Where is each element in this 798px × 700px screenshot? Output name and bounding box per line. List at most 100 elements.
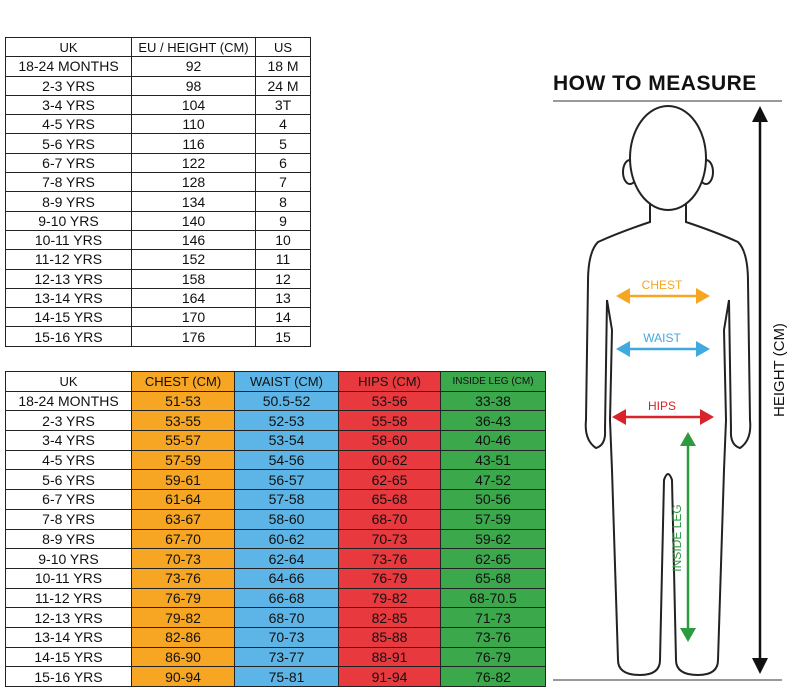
row: 2-3 YRS 53-55 52-53 55-58 36-43 bbox=[5, 410, 546, 432]
cell: 68-70.5 bbox=[440, 587, 546, 609]
row: 8-9 YRS 134 8 bbox=[5, 191, 311, 212]
cell: 64-66 bbox=[234, 567, 339, 589]
row: 6-7 YRS 61-64 57-58 65-68 50-56 bbox=[5, 489, 546, 510]
height-label: HEIGHT (CM) bbox=[771, 323, 788, 417]
cell: 43-51 bbox=[440, 449, 546, 471]
cell: 116 bbox=[131, 133, 256, 154]
waist-label: WAIST bbox=[643, 331, 681, 345]
cell: 79-82 bbox=[338, 587, 441, 609]
cell: 55-57 bbox=[131, 430, 235, 451]
cell: 63-67 bbox=[131, 508, 235, 530]
cell: 62-65 bbox=[440, 548, 546, 569]
cell: 4-5 YRS bbox=[5, 114, 132, 135]
row: 14-15 YRS 86-90 73-77 88-91 76-79 bbox=[5, 646, 546, 668]
cell: 14-15 YRS bbox=[5, 646, 132, 668]
header-row: UK EU / HEIGHT (CM) US bbox=[5, 36, 311, 58]
cell: 15-16 YRS bbox=[5, 326, 132, 347]
size-table: UK EU / HEIGHT (CM) US 18-24 MONTHS 92 18 M 2-… bbox=[5, 36, 311, 347]
cell: 90-94 bbox=[131, 666, 235, 687]
row: 6-7 YRS 122 6 bbox=[5, 152, 311, 174]
cell: 58-60 bbox=[234, 508, 339, 530]
hips-label: HIPS bbox=[648, 399, 676, 413]
cell: 15-16 YRS bbox=[5, 666, 132, 687]
cell: 57-59 bbox=[131, 449, 235, 471]
row: 8-9 YRS 67-70 60-62 70-73 59-62 bbox=[5, 528, 546, 550]
cell: 65-68 bbox=[338, 489, 441, 510]
row: 13-14 YRS 164 13 bbox=[5, 287, 311, 309]
cell: 70-73 bbox=[338, 528, 441, 550]
cell: 170 bbox=[131, 307, 256, 328]
cell: 14-15 YRS bbox=[5, 307, 132, 328]
silhouette bbox=[584, 105, 752, 677]
cell: 164 bbox=[131, 287, 256, 309]
cell: 57-58 bbox=[234, 489, 339, 510]
cell: 18-24 MONTHS bbox=[5, 390, 132, 412]
row: 15-16 YRS 176 15 bbox=[5, 326, 311, 347]
cell: 52-53 bbox=[234, 410, 339, 432]
row: 13-14 YRS 82-86 70-73 85-88 73-76 bbox=[5, 626, 546, 648]
cell: 50.5-52 bbox=[234, 390, 339, 412]
row: 11-12 YRS 152 11 bbox=[5, 249, 311, 270]
cell: 33-38 bbox=[440, 390, 546, 412]
row: 18-24 MONTHS 92 18 M bbox=[5, 56, 311, 77]
cell: 91-94 bbox=[338, 666, 441, 687]
cell: 54-56 bbox=[234, 449, 339, 471]
chest-label: CHEST bbox=[642, 278, 683, 292]
cell: 76-79 bbox=[131, 587, 235, 609]
cell: 51-53 bbox=[131, 390, 235, 412]
header-cell: CHEST (CM) bbox=[131, 371, 235, 392]
cell: 62-64 bbox=[234, 548, 339, 569]
cell: 13-14 YRS bbox=[5, 287, 132, 309]
row: 5-6 YRS 116 5 bbox=[5, 133, 311, 154]
cell: 60-62 bbox=[338, 449, 441, 471]
cell: 68-70 bbox=[234, 607, 339, 628]
cell: 15 bbox=[255, 326, 311, 347]
cell: 70-73 bbox=[131, 548, 235, 569]
cell: 61-64 bbox=[131, 489, 235, 510]
cell: 73-76 bbox=[440, 626, 546, 648]
cell: 92 bbox=[131, 56, 256, 77]
cell: 79-82 bbox=[131, 607, 235, 628]
row: 7-8 YRS 63-67 58-60 68-70 57-59 bbox=[5, 508, 546, 530]
row: 9-10 YRS 70-73 62-64 73-76 62-65 bbox=[5, 548, 546, 569]
cell: 11-12 YRS bbox=[5, 587, 132, 609]
cell: 24 M bbox=[255, 75, 311, 96]
cell: 66-68 bbox=[234, 587, 339, 609]
row: 18-24 MONTHS 51-53 50.5-52 53-56 33-38 bbox=[5, 390, 546, 412]
measure-table: UK CHEST (CM) WAIST (CM) HIPS (CM) INSIDE LE… bbox=[5, 371, 546, 687]
cell: 55-58 bbox=[338, 410, 441, 432]
inside-leg-label: INSIDE LEG bbox=[670, 504, 684, 571]
cell: 176 bbox=[131, 326, 256, 347]
cell: 82-85 bbox=[338, 607, 441, 628]
cell: 75-81 bbox=[234, 666, 339, 687]
cell: 58-60 bbox=[338, 430, 441, 451]
row: 3-4 YRS 104 3T bbox=[5, 94, 311, 116]
cell: 11-12 YRS bbox=[5, 249, 132, 270]
header-cell: WAIST (CM) bbox=[234, 371, 339, 392]
row: 14-15 YRS 170 14 bbox=[5, 307, 311, 328]
cell: 85-88 bbox=[338, 626, 441, 648]
cell: 13-14 YRS bbox=[5, 626, 132, 648]
row: 9-10 YRS 140 9 bbox=[5, 210, 311, 231]
row: 4-5 YRS 110 4 bbox=[5, 114, 311, 135]
cell: 5-6 YRS bbox=[5, 133, 132, 154]
cell: 3-4 YRS bbox=[5, 94, 132, 116]
cell: 53-55 bbox=[131, 410, 235, 432]
cell: 76-79 bbox=[338, 567, 441, 589]
cell: 76-82 bbox=[440, 666, 546, 687]
cell: 40-46 bbox=[440, 430, 546, 451]
cell: 56-57 bbox=[234, 469, 339, 491]
guide-title: HOW TO MEASURE bbox=[553, 72, 757, 95]
row: 15-16 YRS 90-94 75-81 91-94 76-82 bbox=[5, 666, 546, 687]
cell: 76-79 bbox=[440, 646, 546, 668]
cell: 128 bbox=[131, 172, 256, 193]
row: 12-13 YRS 158 12 bbox=[5, 268, 311, 289]
cell: 62-65 bbox=[338, 469, 441, 491]
cell: 60-62 bbox=[234, 528, 339, 550]
cell: 73-76 bbox=[338, 548, 441, 569]
cell: 18 M bbox=[255, 56, 311, 77]
cell: 36-43 bbox=[440, 410, 546, 432]
row: 11-12 YRS 76-79 66-68 79-82 68-70.5 bbox=[5, 587, 546, 609]
